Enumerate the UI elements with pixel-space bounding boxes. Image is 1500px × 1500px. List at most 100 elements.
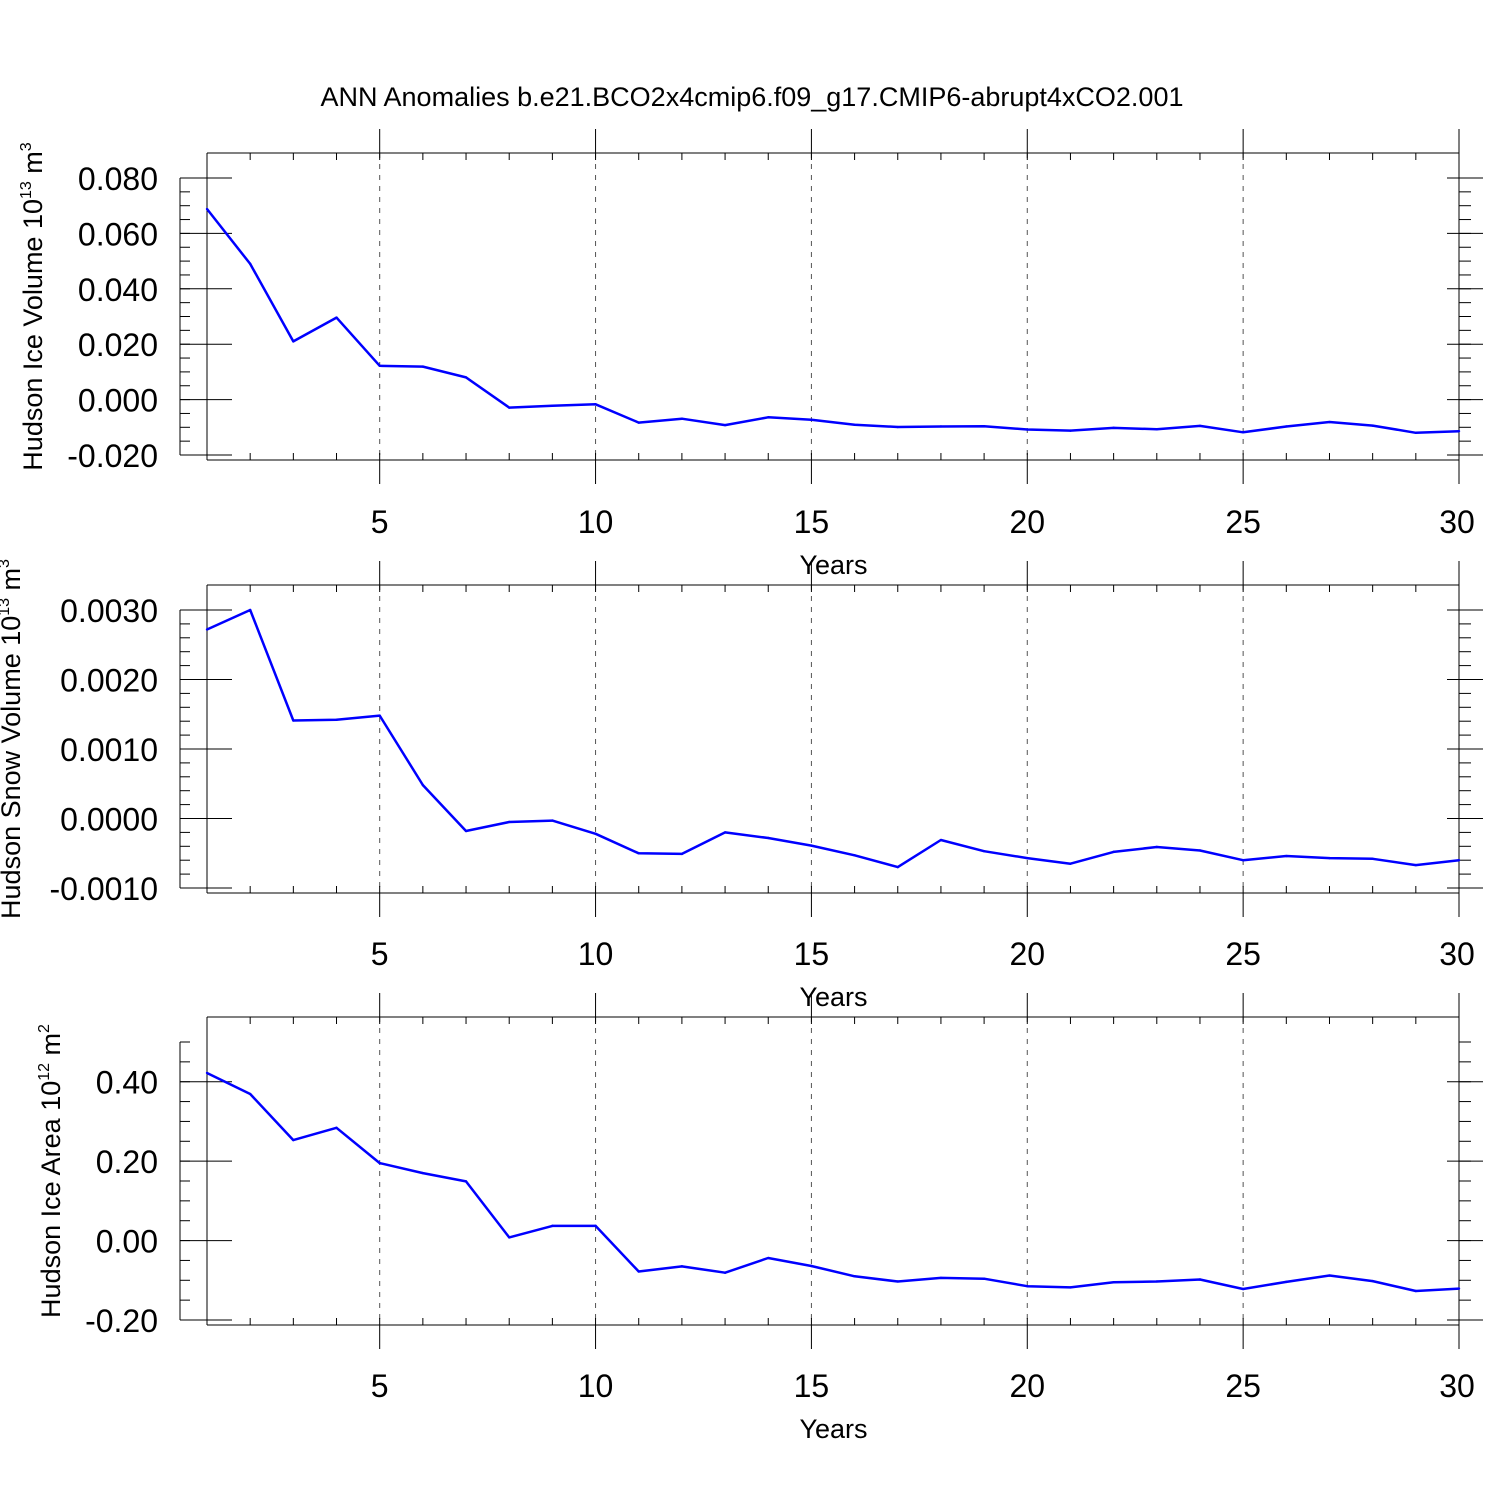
x-tick-label: 20 (1009, 936, 1045, 972)
y-tick-label: -0.020 (67, 438, 158, 474)
data-point (723, 1271, 727, 1274)
data-point (982, 424, 986, 428)
y-tick-label: 0.000 (78, 383, 158, 419)
x-tick-label: 15 (794, 936, 830, 972)
figure-title: ANN Anomalies b.e21.BCO2x4cmip6.f09_g17.… (321, 82, 1184, 112)
data-point (1414, 1289, 1418, 1293)
y-tick-label: 0.0020 (60, 663, 158, 699)
x-tick-label: 5 (371, 1368, 389, 1404)
data-point (767, 416, 770, 419)
data-point (594, 832, 597, 835)
data-point (1026, 856, 1029, 860)
x-axis-label: Years (799, 982, 867, 1012)
y-label-unit-exponent: 3 (0, 559, 13, 568)
x-tick-label: 15 (794, 504, 830, 540)
y-axis-label: Hudson Ice Area 1012 m2 (36, 1024, 66, 1318)
y-label-unit: m (18, 151, 48, 181)
data-point (1457, 429, 1461, 433)
y-tick-label: 0.040 (78, 272, 158, 308)
data-point (205, 1071, 209, 1075)
data-point (853, 423, 856, 427)
x-tick-label: 30 (1439, 1368, 1475, 1404)
x-tick-label: 25 (1225, 504, 1261, 540)
data-point (1241, 1287, 1245, 1291)
data-point (1198, 1278, 1202, 1281)
y-label-unit-exponent: 3 (18, 142, 35, 151)
data-point (1414, 431, 1418, 435)
y-label-main: Hudson Snow Volume 10 (0, 616, 26, 919)
y-label-exponent: 12 (36, 1063, 53, 1081)
data-point (248, 608, 252, 612)
data-point (982, 1277, 986, 1280)
data-point (1371, 857, 1374, 861)
data-point (1112, 426, 1115, 430)
data-point (1457, 1287, 1461, 1290)
data-point (292, 719, 295, 722)
data-point (1414, 863, 1418, 867)
data-point (680, 852, 684, 856)
y-tick-label: 0.0030 (60, 593, 158, 629)
data-point (1241, 859, 1245, 862)
data-point (248, 1092, 252, 1096)
data-point (810, 844, 813, 847)
data-point (205, 207, 209, 211)
data-point (1285, 1280, 1288, 1284)
data-point (1069, 429, 1072, 432)
data-point (508, 1236, 511, 1239)
y-tick-label: 0.060 (78, 216, 158, 252)
x-axis-label: Years (799, 550, 867, 580)
data-point (1241, 431, 1245, 434)
y-axis-label: Hudson Ice Volume 1013 m3 (18, 142, 48, 470)
data-point (421, 783, 425, 787)
data-point (1371, 424, 1374, 427)
y-tick-label: 0.40 (96, 1065, 158, 1101)
data-point (767, 1256, 770, 1260)
data-point (421, 365, 425, 368)
data-point (896, 425, 899, 429)
data-point (637, 421, 640, 424)
y-axis-label: Hudson Snow Volume 1013 m3 (0, 559, 26, 919)
data-point (1026, 428, 1029, 431)
data-point (1328, 420, 1331, 424)
data-point (292, 1138, 295, 1142)
data-point (680, 1265, 684, 1268)
y-label-unit: m (36, 1033, 66, 1063)
data-point (1069, 862, 1072, 865)
data-point (637, 852, 640, 855)
data-point (378, 1161, 381, 1165)
y-label-unit-exponent: 2 (36, 1024, 53, 1033)
y-label-main: Hudson Ice Area 10 (36, 1081, 66, 1318)
panel-ice-area: 5 10 15 20 25 30 Years -0.20 0.00 0.20 0.40 Hudson … (36, 993, 1483, 1444)
data-point (853, 854, 856, 857)
data-point (1198, 424, 1202, 428)
data-point (939, 1276, 943, 1280)
series-line (206, 1071, 1460, 1293)
data-point (810, 1264, 813, 1268)
x-tick-label: 10 (578, 936, 614, 972)
data-point (335, 718, 338, 722)
data-point (939, 425, 943, 428)
data-point (335, 316, 338, 319)
data-point (464, 1180, 468, 1183)
data-point (1069, 1286, 1072, 1289)
data-point (464, 376, 468, 379)
data-point (1026, 1285, 1029, 1288)
data-point (723, 831, 727, 834)
x-tick-label: 10 (578, 1368, 614, 1404)
y-tick-label: -0.0010 (49, 871, 158, 907)
x-tick-label: 15 (794, 1368, 830, 1404)
series-line (206, 608, 1460, 869)
data-point (1112, 850, 1115, 854)
data-point (421, 1171, 425, 1175)
data-point (723, 423, 727, 427)
y-tick-label: 0.080 (78, 161, 158, 197)
data-point (464, 829, 468, 833)
data-point (1328, 856, 1331, 860)
y-label-exponent: 13 (0, 598, 13, 616)
data-point (1457, 859, 1461, 862)
x-tick-label: 20 (1009, 1368, 1045, 1404)
data-point (896, 1280, 899, 1283)
panel-snow-volume: 5 10 15 20 25 30 Years -0.0010 0.0000 0.0010 0.002… (0, 559, 1483, 1012)
